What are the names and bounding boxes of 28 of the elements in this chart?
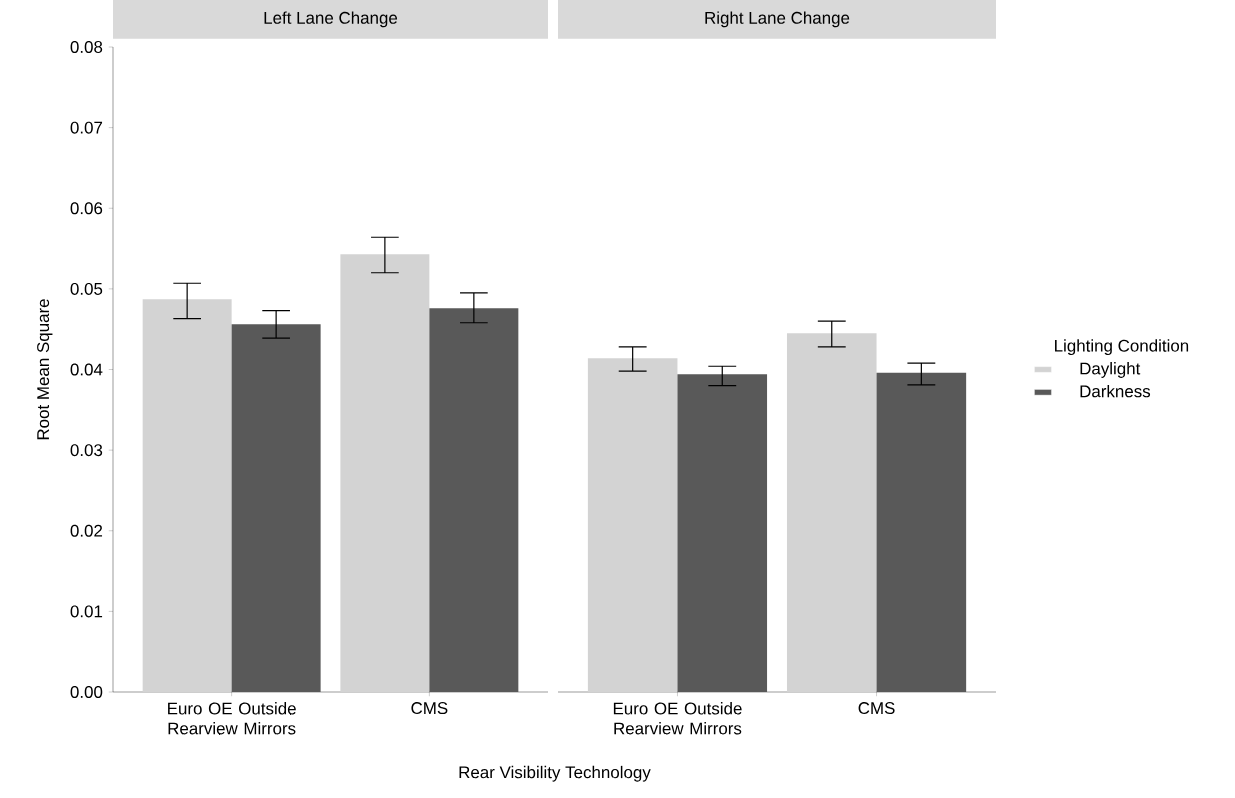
bar [429,308,519,692]
bar [876,372,967,692]
legend-title: Lighting Condition [1055,339,1189,356]
bar [677,374,768,692]
bar [340,254,430,692]
y-tick-label: 0.05 [70,282,103,295]
bar [786,333,877,692]
legend-label: Darkness [1080,384,1151,398]
chart-title: Left Lane Change [264,11,398,28]
y-tick-label: 0.03 [70,444,103,457]
bar [231,324,321,692]
y-tick-label: 0.00 [70,686,103,698]
y-tick-label: 0.01 [70,605,103,618]
y-tick-label: 0.08 [70,41,103,53]
legend-label: Daylight [1080,362,1141,378]
y-tick-label: 0.07 [70,121,103,134]
x-tick-label: CMS [858,702,895,715]
x-tick-label: CMS [411,702,448,715]
bar [142,299,232,692]
x-tick-label: Euro OE Outside Rearview Mirrors [168,702,296,735]
x-axis-title: Rear Visibility Technology [459,765,651,782]
y-tick-label: 0.04 [70,363,103,376]
y-tick-label: 0.02 [70,524,103,537]
bar [587,358,678,692]
y-axis-title: Root Mean Square [37,299,53,440]
x-tick-label: Euro OE Outside Rearview Mirrors [613,702,742,735]
y-tick-label: 0.06 [70,202,103,215]
chart-title: Right Lane Change [705,11,850,28]
